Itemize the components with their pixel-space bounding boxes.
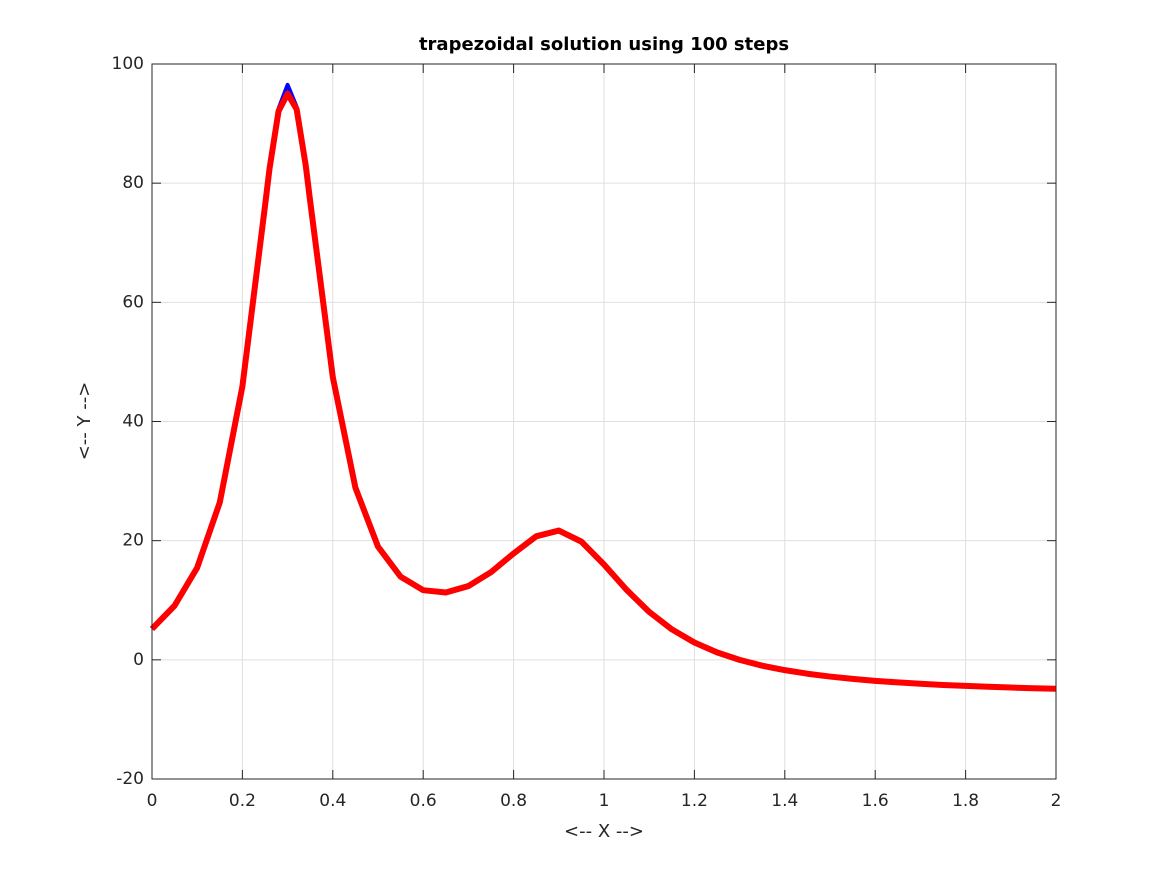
- y-tick-label: 60: [122, 292, 144, 312]
- y-axis-label: <-- Y -->: [74, 382, 95, 461]
- y-tick-label: 80: [122, 173, 144, 193]
- x-tick-label: 2: [1051, 791, 1062, 811]
- x-tick-label: 0.4: [319, 791, 346, 811]
- y-tick-label: -20: [116, 769, 144, 789]
- y-tick-label: 100: [112, 54, 144, 74]
- y-tick-label: 0: [133, 650, 144, 670]
- x-tick-label: 1.2: [681, 791, 708, 811]
- y-tick-label: 40: [122, 412, 144, 432]
- x-axis-label: <-- X -->: [564, 821, 644, 842]
- x-tick-label: 1.6: [862, 791, 889, 811]
- chart-title: trapezoidal solution using 100 steps: [419, 34, 789, 55]
- series-line: [149, 90, 1057, 692]
- x-tick-label: 1.8: [952, 791, 979, 811]
- axes-box: [151, 63, 1057, 780]
- x-tick-label: 0.2: [229, 791, 256, 811]
- x-tick-label: 0: [147, 791, 158, 811]
- y-tick-label: 20: [122, 531, 144, 551]
- x-tick-label: 0.6: [410, 791, 437, 811]
- x-tick-label: 1.4: [771, 791, 798, 811]
- x-tick-label: 1: [599, 791, 610, 811]
- x-tick-label: 0.8: [500, 791, 527, 811]
